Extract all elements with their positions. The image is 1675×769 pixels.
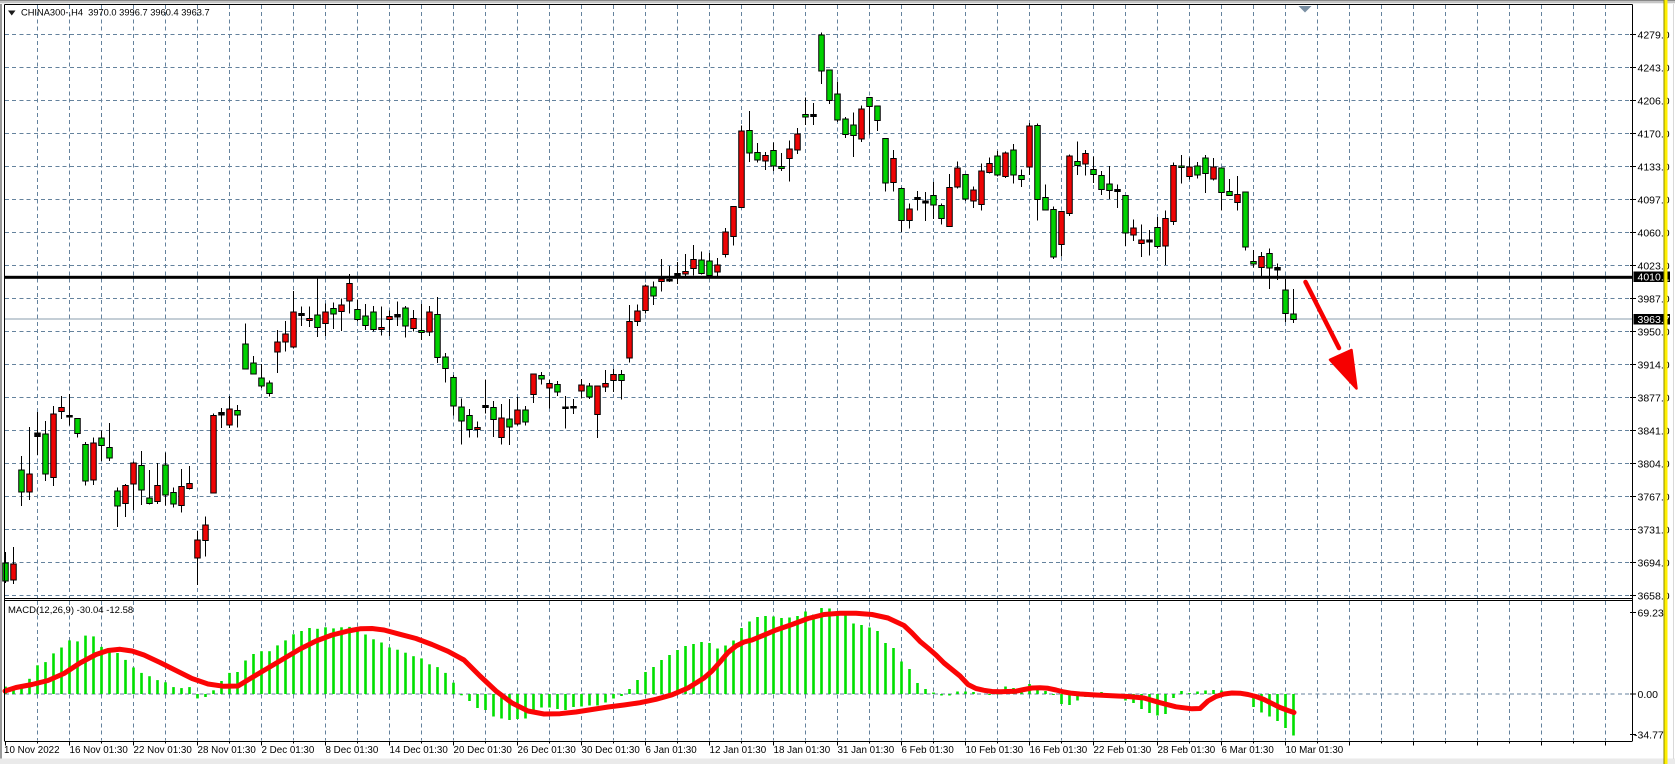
svg-text:20 Dec 01:30: 20 Dec 01:30 [454, 745, 513, 756]
svg-text:4060.0: 4060.0 [1638, 227, 1670, 239]
svg-text:4206.0: 4206.0 [1638, 95, 1670, 107]
svg-text:3804.0: 3804.0 [1638, 458, 1670, 470]
svg-text:22 Nov 01:30: 22 Nov 01:30 [134, 745, 193, 756]
svg-text:6 Mar 01:30: 6 Mar 01:30 [1222, 745, 1275, 756]
svg-text:12 Jan 01:30: 12 Jan 01:30 [710, 745, 767, 756]
svg-text:28 Feb 01:30: 28 Feb 01:30 [1158, 745, 1216, 756]
svg-text:28 Nov 01:30: 28 Nov 01:30 [198, 745, 257, 756]
svg-text:CHINA300-,H4 3970.0 3996.7 39: CHINA300-,H4 3970.0 3996.7 3960.4 3963.7 [21, 8, 210, 18]
svg-text:10 Mar 01:30: 10 Mar 01:30 [1286, 745, 1344, 756]
svg-text:3963.7: 3963.7 [1638, 314, 1670, 326]
svg-text:3987.0: 3987.0 [1638, 293, 1670, 305]
svg-text:3914.0: 3914.0 [1638, 359, 1670, 371]
svg-text:26 Dec 01:30: 26 Dec 01:30 [518, 745, 577, 756]
svg-text:2 Dec 01:30: 2 Dec 01:30 [262, 745, 315, 756]
svg-text:22 Feb 01:30: 22 Feb 01:30 [1094, 745, 1152, 756]
svg-text:6 Jan 01:30: 6 Jan 01:30 [646, 745, 698, 756]
svg-text:4243.0: 4243.0 [1638, 62, 1670, 74]
svg-text:6 Feb 01:30: 6 Feb 01:30 [902, 745, 955, 756]
svg-text:10 Nov 2022: 10 Nov 2022 [4, 745, 60, 756]
svg-text:10 Feb 01:30: 10 Feb 01:30 [966, 745, 1024, 756]
svg-text:18 Jan 01:30: 18 Jan 01:30 [774, 745, 831, 756]
svg-text:-34.77: -34.77 [1634, 729, 1664, 741]
svg-text:4097.0: 4097.0 [1638, 194, 1670, 206]
svg-text:69.23: 69.23 [1638, 607, 1664, 619]
svg-text:4010.1: 4010.1 [1638, 272, 1670, 284]
svg-text:3731.0: 3731.0 [1638, 524, 1670, 536]
svg-text:3694.0: 3694.0 [1638, 557, 1670, 569]
svg-text:16 Feb 01:30: 16 Feb 01:30 [1030, 745, 1088, 756]
svg-text:30 Dec 01:30: 30 Dec 01:30 [582, 745, 641, 756]
svg-text:3767.0: 3767.0 [1638, 491, 1670, 503]
svg-text:4170.0: 4170.0 [1638, 128, 1670, 140]
svg-text:14 Dec 01:30: 14 Dec 01:30 [390, 745, 449, 756]
svg-text:16 Nov 01:30: 16 Nov 01:30 [70, 745, 129, 756]
svg-text:4279.0: 4279.0 [1638, 29, 1670, 41]
svg-text:MACD(12,26,9) -30.04 -12.58: MACD(12,26,9) -30.04 -12.58 [8, 605, 133, 616]
svg-text:4133.0: 4133.0 [1638, 161, 1670, 173]
svg-text:0.00: 0.00 [1638, 689, 1659, 701]
svg-text:3950.0: 3950.0 [1638, 326, 1670, 338]
svg-text:3658.0: 3658.0 [1638, 590, 1670, 602]
svg-text:4023.0: 4023.0 [1638, 260, 1670, 272]
svg-text:3877.0: 3877.0 [1638, 392, 1670, 404]
svg-text:3841.0: 3841.0 [1638, 425, 1670, 437]
svg-text:31 Jan 01:30: 31 Jan 01:30 [838, 745, 895, 756]
svg-text:8 Dec 01:30: 8 Dec 01:30 [326, 745, 379, 756]
